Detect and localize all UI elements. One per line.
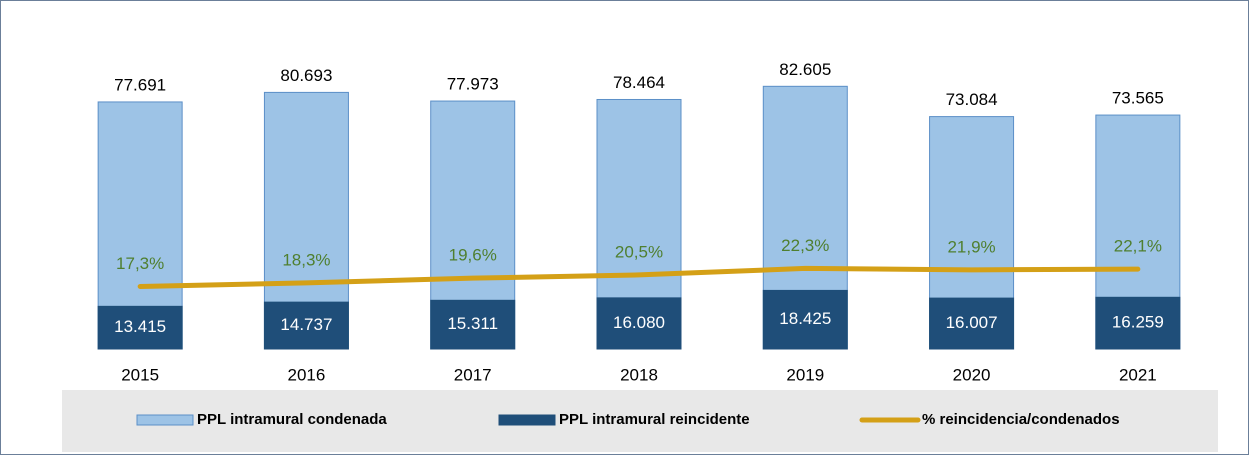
line-series: [137, 265, 1141, 289]
value-label: 21,9%: [947, 237, 995, 256]
value-label: 77.691: [114, 75, 166, 94]
legend-label: PPL intramural reincidente: [559, 411, 750, 428]
x-tick-label: 2019: [786, 365, 824, 384]
value-label: 13.415: [114, 317, 166, 336]
value-label: 16.080: [613, 313, 665, 332]
legend-label: % reincidencia/condenados: [922, 411, 1120, 428]
x-tick-label: 2020: [953, 365, 991, 384]
value-label: 20,5%: [615, 242, 663, 261]
x-tick-label: 2021: [1119, 365, 1157, 384]
value-label: 18,3%: [282, 250, 330, 269]
legend-swatch: [136, 414, 194, 426]
bar: [596, 297, 682, 350]
legend-swatch: [498, 414, 556, 426]
value-label: 82.605: [779, 60, 831, 79]
value-label: 15.311: [447, 314, 498, 333]
x-tick-label: 2018: [620, 365, 658, 384]
value-label: 14.737: [280, 315, 332, 334]
legend-band: [62, 390, 1218, 452]
value-label: 19,6%: [449, 246, 497, 265]
x-tick-label: 2017: [454, 365, 492, 384]
value-label: 17,3%: [116, 254, 164, 273]
bar: [97, 305, 183, 350]
value-label: 78.464: [613, 73, 665, 92]
x-tick-label: 2015: [121, 365, 159, 384]
value-label: 80.693: [280, 66, 332, 85]
bar: [430, 299, 516, 350]
legend-label: PPL intramural condenada: [197, 411, 387, 428]
bar: [263, 301, 349, 350]
x-tick-label: 2016: [288, 365, 326, 384]
bar: [929, 297, 1015, 350]
value-label: 77.973: [447, 75, 499, 94]
value-label: 16.007: [946, 313, 998, 332]
value-label: 16.259: [1112, 313, 1164, 332]
value-label: 22,3%: [781, 236, 829, 255]
bar: [762, 289, 848, 350]
value-label: 73.565: [1112, 89, 1164, 108]
value-label: 18.425: [779, 309, 831, 328]
value-label: 22,1%: [1114, 237, 1162, 256]
bar: [1095, 296, 1181, 350]
value-label: 73.084: [946, 90, 998, 109]
